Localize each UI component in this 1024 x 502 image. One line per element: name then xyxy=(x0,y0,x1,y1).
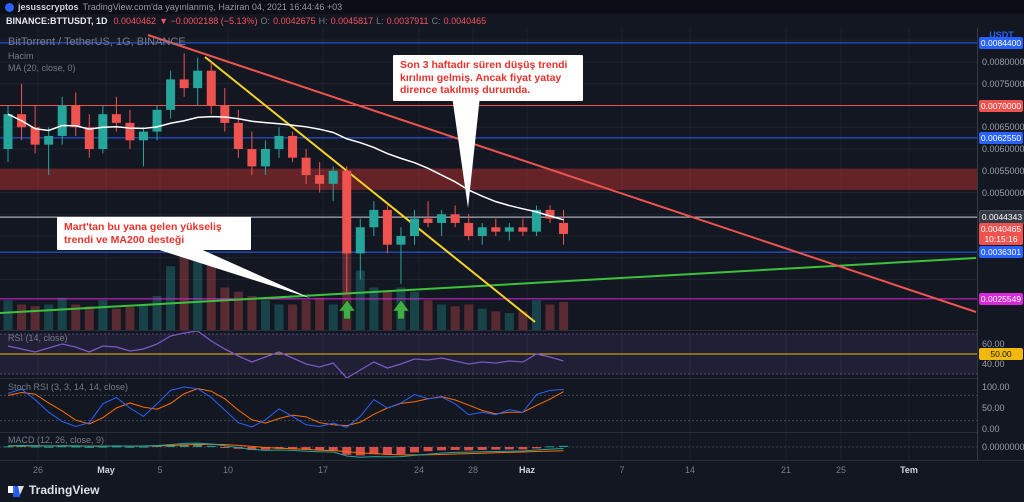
time-label: 24 xyxy=(413,465,425,475)
price-label: 0.0055000 xyxy=(982,165,1024,176)
price-label: 0.0080000 xyxy=(982,57,1024,67)
rsi-title[interactable]: RSI (14, close) xyxy=(8,333,68,343)
price-change: ▼ −0.0002188 (−5.13%) xyxy=(159,16,258,26)
stoch-axis-label: 100.00 xyxy=(982,382,1010,392)
time-label: 25 xyxy=(835,465,847,475)
open-value: 0.0042675 xyxy=(273,16,316,26)
price-badge: 0.0036301 xyxy=(979,246,1023,259)
time-label: Haz xyxy=(518,465,536,475)
panel-separator[interactable] xyxy=(0,330,1024,331)
stoch-axis-label: 0.00 xyxy=(982,424,1000,434)
countdown-timer: 10:15:16 xyxy=(984,233,1018,244)
time-label: 26 xyxy=(32,465,44,475)
price-badge: 0.0025549 xyxy=(979,292,1023,305)
stoch-rsi-title[interactable]: Stoch RSI (3, 3, 14, 14, close) xyxy=(8,382,129,392)
stoch-axis-label: 50.00 xyxy=(982,403,1005,413)
open-label: O: xyxy=(260,16,271,26)
time-label: 14 xyxy=(684,465,696,475)
price-badge: 0.0040465 10:15:16 xyxy=(979,222,1023,245)
high-label: H: xyxy=(318,16,328,26)
time-label: May xyxy=(97,465,115,475)
panel-separator[interactable] xyxy=(0,378,1024,379)
time-label: Tem xyxy=(900,465,918,475)
price-badge: 0.0062550 xyxy=(979,131,1023,144)
symbol-title[interactable]: BINANCE:BTTUSDT, 1D xyxy=(6,16,108,26)
user-avatar[interactable] xyxy=(5,2,14,12)
macd-axis-label: 0.0000000 xyxy=(982,442,1024,452)
currency-label[interactable]: USDT xyxy=(989,30,1014,40)
last-price: 0.0040462 xyxy=(113,16,157,26)
time-label: 7 xyxy=(619,465,625,475)
price-label: 0.0075000 xyxy=(982,78,1024,89)
footer: TradingView xyxy=(0,478,1024,502)
macd-title[interactable]: MACD (12, 26, close, 9) xyxy=(8,435,105,445)
publish-bar: jesusscryptos TradingView.com'da yayınla… xyxy=(0,0,1024,14)
rsi-axis-label: 60.00 xyxy=(982,339,1005,349)
panel-separator[interactable] xyxy=(0,432,1024,433)
close-label: C: xyxy=(431,16,441,26)
close-value: 0.0040465 xyxy=(443,16,487,26)
chart-canvas[interactable] xyxy=(0,28,977,460)
low-label: L: xyxy=(376,16,384,26)
tradingview-logo-text[interactable]: TradingView xyxy=(29,483,100,497)
time-label: 5 xyxy=(157,465,163,475)
low-value: 0.0037911 xyxy=(386,16,429,26)
time-label: 28 xyxy=(467,465,479,475)
username[interactable]: jesusscryptos xyxy=(18,2,79,12)
annotation-ma200-support[interactable]: Mart'tan bu yana gelen yükseliş trendi v… xyxy=(57,217,251,251)
time-axis[interactable]: 26 May 5 10 17 24 28 Haz 7 14 21 25 Tem xyxy=(0,460,1024,479)
publish-info: TradingView.com'da yayınlanmış, Haziran … xyxy=(82,2,343,12)
price-label: 0.0060000 xyxy=(982,144,1024,154)
annotation-downtrend-break[interactable]: Son 3 haftadır süren düşüş trendi kırılı… xyxy=(393,55,583,101)
tradingview-logo-icon[interactable] xyxy=(8,483,24,497)
rsi-axis-label: 40.00 xyxy=(982,359,1005,369)
time-label: 10 xyxy=(222,465,234,475)
high-value: 0.0045817 xyxy=(330,16,374,26)
price-axis[interactable]: USDT 0.0080000 0.0075000 0.0065000 0.006000… xyxy=(977,28,1024,460)
price-badge: 0.0084400 xyxy=(979,36,1023,49)
time-label: 17 xyxy=(317,465,329,475)
symbol-bar: BINANCE:BTTUSDT, 1D 0.0040462 ▼ −0.00021… xyxy=(0,14,1024,28)
rsi-axis-label: 50.00 xyxy=(979,348,1023,360)
time-label: 21 xyxy=(780,465,792,475)
price-label: 0.0065000 xyxy=(982,122,1024,133)
price-badge: 0.0070000 xyxy=(979,99,1023,112)
price-label: 0.0050000 xyxy=(982,187,1024,198)
